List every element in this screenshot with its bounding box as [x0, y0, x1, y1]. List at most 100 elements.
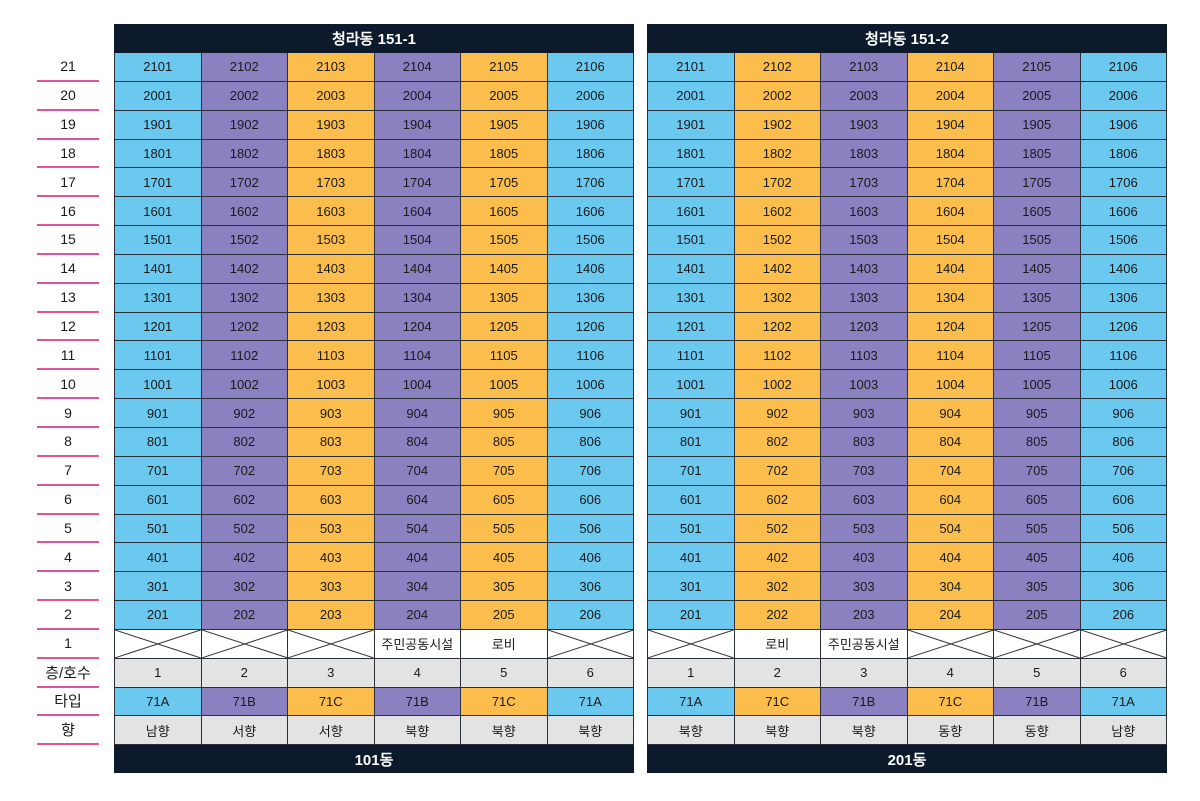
unit-type: 71B: [374, 687, 461, 717]
unit-cell: 1802: [201, 139, 288, 169]
unit-cell: 703: [288, 456, 375, 486]
ground-floor-facility: 로비: [734, 629, 821, 659]
unit-cell: 1902: [734, 110, 821, 140]
unit-cell: 504: [907, 514, 994, 544]
unit-type: 71A: [115, 687, 202, 717]
unit-cell: 1006: [1080, 370, 1167, 400]
floor-label: 14: [37, 255, 99, 284]
unit-cell: 705: [994, 456, 1081, 486]
unit-cell: 303: [288, 572, 375, 602]
unit-cell: 1403: [288, 254, 375, 284]
building-151-1: 청라동 151-1 2101 2102 2103 2104 2105 2106 2001 20…: [114, 24, 634, 774]
floor-label: 1: [37, 630, 99, 659]
floor-label: 9: [37, 399, 99, 428]
unit-cell: 1104: [907, 341, 994, 371]
unit-type: 71A: [547, 687, 634, 717]
unit-cell: 1702: [201, 168, 288, 198]
unit-cell: 1402: [201, 254, 288, 284]
unit-cell: 1801: [648, 139, 735, 169]
unit-cell: 601: [115, 485, 202, 515]
ground-floor-facility: 로비: [461, 629, 548, 659]
unit-cell: 806: [547, 427, 634, 457]
cross-mark-icon: [994, 630, 1080, 658]
unit-cell: 1303: [821, 283, 908, 313]
floor-label: 향: [37, 716, 99, 746]
unit-cell: 1301: [115, 283, 202, 313]
floor-label: 5: [37, 515, 99, 544]
floor-label: 7: [37, 457, 99, 486]
unit-cell: 604: [374, 485, 461, 515]
unit-direction: 남향: [1080, 716, 1167, 746]
unit-cell: 301: [648, 572, 735, 602]
floor-label: 10: [37, 370, 99, 400]
floor-label-column: 21 20 19 18 17 16 15 14 13 12 11 10 9 8 7 6 5 4 3 2 1 층/호수 타입 향: [37, 53, 99, 746]
unit-cell: 203: [821, 601, 908, 630]
unit-cell: 1306: [1080, 283, 1167, 313]
unit-direction: 남향: [115, 716, 202, 746]
unit-cell: 1202: [201, 312, 288, 342]
unit-cell: 606: [547, 485, 634, 515]
unit-cell: 506: [547, 514, 634, 544]
unit-cell: 402: [201, 543, 288, 573]
floor-label: 층/호수: [37, 659, 99, 688]
unit-cell: 602: [201, 485, 288, 515]
unit-cell: 503: [821, 514, 908, 544]
unit-number: 3: [288, 658, 375, 688]
unit-cell: 2101: [115, 53, 202, 82]
unit-cell: 403: [821, 543, 908, 573]
unit-cell: 1701: [115, 168, 202, 198]
unit-cell: 1504: [374, 226, 461, 255]
unit-cell: 605: [461, 485, 548, 515]
unit-cell: 701: [648, 456, 735, 486]
unit-cell: 1502: [734, 226, 821, 255]
unit-cell: 204: [907, 601, 994, 630]
unit-cell: 705: [461, 456, 548, 486]
unit-cell: 806: [1080, 427, 1167, 457]
unit-direction: 서향: [201, 716, 288, 746]
unit-cell: 1204: [374, 312, 461, 342]
unit-cell: 801: [115, 427, 202, 457]
unit-cell: 1704: [907, 168, 994, 198]
unit-type: 71A: [1080, 687, 1167, 717]
unit-cell: 1304: [374, 283, 461, 313]
unit-cell: 1305: [994, 283, 1081, 313]
unit-cell: 1305: [461, 283, 548, 313]
unit-cell: 1401: [115, 254, 202, 284]
unit-cell: 2004: [374, 81, 461, 111]
cross-mark-icon: [648, 630, 734, 658]
unit-number: 6: [1080, 658, 1167, 688]
unit-type: 71B: [821, 687, 908, 717]
unit-cell: 802: [201, 427, 288, 457]
unit-cell: 603: [821, 485, 908, 515]
unit-cell: 1302: [734, 283, 821, 313]
unit-cell: 203: [288, 601, 375, 630]
unit-cell: 401: [648, 543, 735, 573]
unit-cell: 1904: [907, 110, 994, 140]
floor-label: 3: [37, 572, 99, 602]
unit-cell: 1403: [821, 254, 908, 284]
unit-direction: 북향: [821, 716, 908, 746]
unit-cell: 201: [648, 601, 735, 630]
unit-cell: 1404: [907, 254, 994, 284]
empty-cell-cross: [115, 629, 202, 659]
unit-cell: 1601: [115, 197, 202, 227]
unit-cell: 1201: [648, 312, 735, 342]
unit-cell: 302: [734, 572, 821, 602]
unit-direction: 북향: [547, 716, 634, 746]
unit-cell: 706: [1080, 456, 1167, 486]
unit-cell: 702: [734, 456, 821, 486]
unit-grid: 2101 2102 2103 2104 2105 2106 2001 2002 2003 2004…: [647, 53, 1167, 746]
unit-cell: 1001: [648, 370, 735, 400]
unit-cell: 505: [461, 514, 548, 544]
unit-cell: 1105: [461, 341, 548, 371]
unit-cell: 2002: [734, 81, 821, 111]
unit-cell: 1605: [994, 197, 1081, 227]
unit-cell: 703: [821, 456, 908, 486]
unit-cell: 1705: [461, 168, 548, 198]
unit-cell: 1706: [547, 168, 634, 198]
unit-number: 5: [994, 658, 1081, 688]
unit-cell: 1504: [907, 226, 994, 255]
unit-cell: 1406: [1080, 254, 1167, 284]
unit-cell: 502: [734, 514, 821, 544]
unit-cell: 905: [461, 399, 548, 428]
